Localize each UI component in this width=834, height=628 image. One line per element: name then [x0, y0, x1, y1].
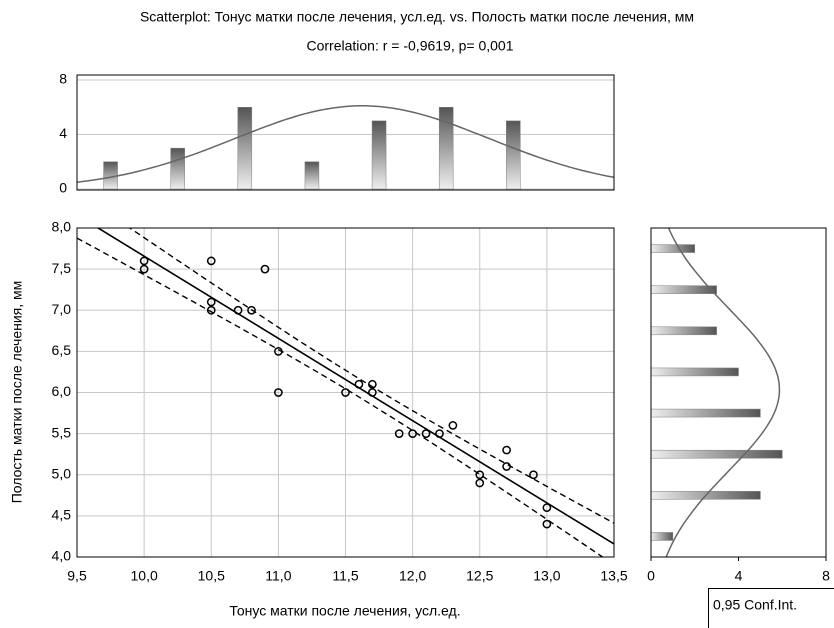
- x-tick-label: 11,0: [265, 568, 291, 584]
- x-tick-label: 13,0: [533, 568, 560, 584]
- x-tick-label: 10,5: [198, 568, 225, 584]
- plot-frame: [76, 227, 615, 558]
- histogram-bar: [438, 107, 454, 190]
- point: [354, 379, 364, 389]
- x-tick-label: 12,5: [466, 568, 493, 584]
- point: [448, 421, 458, 430]
- point: [394, 429, 404, 438]
- x-tick-label: 4: [735, 568, 743, 584]
- normal-curve: [665, 227, 781, 558]
- point: [421, 429, 431, 438]
- chart-title: Scatterplot: Тонус матки после лечения, …: [140, 9, 694, 25]
- y-tick-label: 8,0: [52, 219, 72, 235]
- histogram-bar: [650, 449, 783, 459]
- x-tick-label: 11,5: [332, 568, 358, 584]
- y-tick-label: 6,5: [52, 342, 72, 358]
- x-axis-label: Тонус матки после лечения, усл.ед.: [229, 603, 460, 619]
- normal-curve: [76, 105, 615, 184]
- x-tick-label: 9,5: [67, 568, 87, 584]
- y-tick-label: 5,0: [52, 465, 72, 481]
- histogram-bar: [103, 161, 118, 190]
- point: [475, 478, 485, 488]
- y-tick-label: 5,5: [52, 424, 72, 440]
- point: [139, 256, 149, 266]
- histogram-bar: [650, 532, 674, 541]
- y-tick-label: 0: [59, 180, 67, 196]
- point: [502, 445, 511, 455]
- point: [274, 347, 283, 356]
- point: [475, 470, 485, 480]
- regression-line: [96, 228, 614, 545]
- histogram-bar: [506, 120, 521, 190]
- y-axis-label: Полость матки после лечения, мм: [9, 281, 25, 504]
- histogram-bar: [650, 285, 717, 294]
- y-tick-label: 7,0: [52, 301, 72, 317]
- point: [368, 388, 377, 397]
- y-tick-label: 7,5: [52, 260, 72, 276]
- x-tick-label: 0: [647, 568, 655, 584]
- point: [139, 264, 149, 274]
- point: [206, 297, 216, 307]
- x-tick-label: 10,0: [131, 568, 158, 584]
- x-tick-label: 8: [822, 568, 830, 584]
- point: [274, 388, 283, 397]
- y-tick-label: 6,0: [52, 383, 72, 399]
- confidence-band: [77, 237, 604, 557]
- point: [529, 470, 538, 480]
- confidence-band: [128, 228, 614, 524]
- point: [233, 305, 243, 315]
- x-tick-label: 12,0: [399, 568, 426, 584]
- histogram-bar: [650, 244, 695, 253]
- histogram-bar: [371, 120, 387, 190]
- histogram-bar: [650, 367, 739, 377]
- point: [542, 519, 552, 529]
- point: [435, 429, 444, 438]
- y-tick-label: 4: [59, 125, 67, 141]
- y-tick-label: 4,5: [52, 507, 72, 523]
- histogram-bar: [170, 147, 185, 190]
- histogram-bar: [304, 161, 320, 190]
- point: [542, 503, 552, 512]
- point: [408, 429, 417, 438]
- y-tick-label: 8: [59, 71, 67, 87]
- histogram-bar: [237, 107, 253, 190]
- point: [206, 305, 216, 315]
- point: [368, 379, 377, 389]
- y-tick-label: 4,0: [52, 548, 72, 564]
- point: [341, 388, 350, 397]
- plot-frame: [650, 227, 827, 558]
- legend-label: 0,95 Conf.Int.: [713, 597, 797, 613]
- plot-frame: [76, 74, 615, 191]
- chart-subtitle: Correlation: r = -0,9619, p= 0,001: [306, 38, 513, 54]
- legend-box: [708, 588, 834, 628]
- histogram-bar: [650, 326, 717, 336]
- point: [206, 256, 216, 266]
- histogram-bar: [650, 408, 761, 418]
- point: [260, 264, 270, 274]
- x-tick-label: 13,5: [600, 568, 627, 584]
- point: [502, 462, 511, 471]
- point: [247, 305, 256, 315]
